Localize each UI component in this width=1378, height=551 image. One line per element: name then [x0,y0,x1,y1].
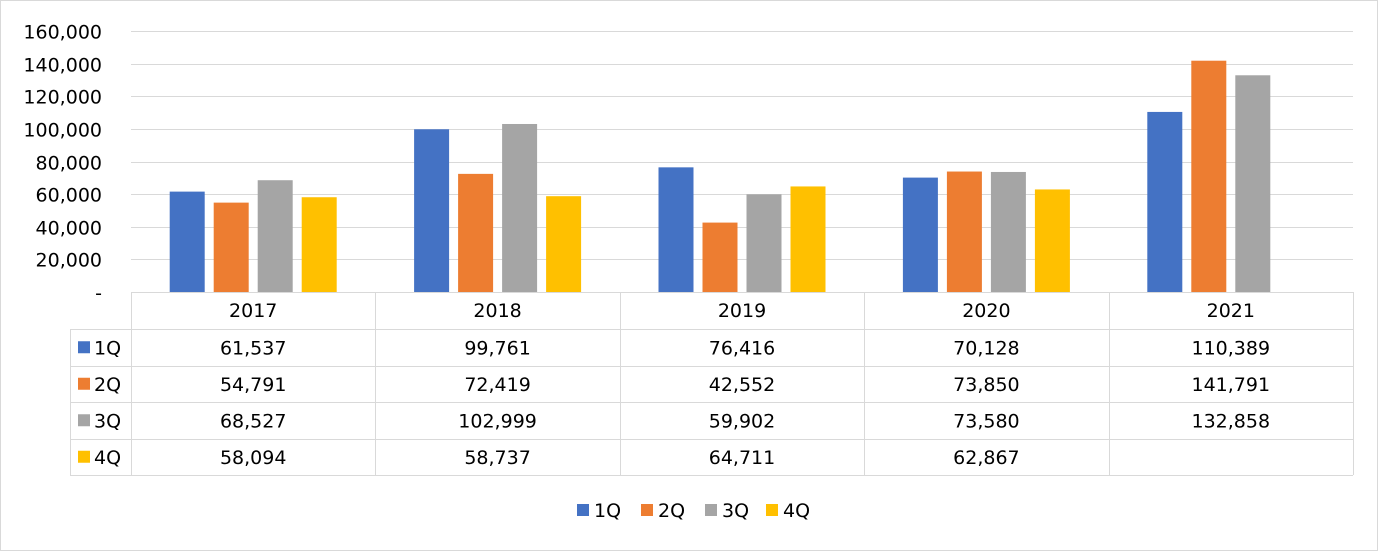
data-label: 132,858 [1192,410,1271,432]
data-label: 99,761 [464,337,530,359]
row-label: 1Q [94,337,121,359]
x-category-label: 2021 [1207,300,1255,322]
legend-swatch-2Q [641,504,653,516]
y-tick-label: 80,000 [36,153,102,175]
data-label: 102,999 [458,410,537,432]
y-tick-label: 20,000 [36,250,102,272]
bar-2Q-2020 [946,171,982,292]
data-label: 73,580 [953,410,1019,432]
data-label: 68,527 [220,410,286,432]
bar-4Q-2017 [301,197,337,292]
x-category-label: 2018 [473,300,521,322]
y-tick-label: 40,000 [36,218,102,240]
legend-swatch-1Q [577,504,589,516]
bar-2Q-2019 [702,222,738,292]
x-category-label: 2017 [229,300,277,322]
legend: 1Q 2Q 3Q 4Q [577,500,810,522]
bar-4Q-2020 [1034,189,1070,292]
y-tick-label: 140,000 [23,55,102,77]
bar-3Q-2019 [746,194,782,292]
bar-3Q-2018 [502,123,538,292]
bar-1Q-2020 [902,177,938,292]
y-tick-label: 160,000 [23,22,102,44]
legend-label: 3Q [722,500,749,522]
row-label: 3Q [94,410,121,432]
row-legend-key [78,377,90,390]
bar-2Q-2021 [1191,60,1227,292]
legend-swatch-3Q [705,504,717,516]
data-label: 59,902 [709,410,775,432]
row-legend-key [78,341,90,354]
bar-1Q-2019 [658,167,694,292]
bar-4Q-2018 [546,196,582,292]
bar-1Q-2017 [169,191,205,292]
row-label: 2Q [94,374,121,396]
bars [169,60,1271,292]
bar-3Q-2017 [257,180,293,292]
y-tick-label: 100,000 [23,120,102,142]
data-label: 110,389 [1192,337,1271,359]
legend-swatch-4Q [766,504,778,516]
bar-3Q-2020 [990,171,1026,292]
bar-4Q-2019 [790,186,826,292]
legend-label: 1Q [594,500,621,522]
y-tick-label: - [95,283,102,305]
x-category-label: 2019 [718,300,766,322]
y-axis-tick-labels: - 20,000 40,000 60,000 80,000 100,000 120,000 1… [23,22,102,305]
row-legend-key [78,450,90,463]
row-label: 4Q [94,447,121,469]
data-label: 42,552 [709,374,775,396]
data-label: 58,094 [220,447,286,469]
x-category-label: 2020 [962,300,1010,322]
bar-2Q-2017 [213,202,249,292]
y-tick-label: 60,000 [36,185,102,207]
data-table: 2017 2018 2019 2020 2021 1Q 61,537 99,761 76,416… [70,292,1354,476]
data-label: 61,537 [220,337,286,359]
data-label: 72,419 [464,374,530,396]
data-label: 58,737 [464,447,530,469]
bar-1Q-2018 [414,129,450,292]
y-tick-label: 120,000 [23,87,102,109]
data-label: 62,867 [953,447,1019,469]
data-label: 76,416 [709,337,775,359]
legend-label: 2Q [658,500,685,522]
bar-3Q-2021 [1235,75,1271,292]
data-label: 54,791 [220,374,286,396]
data-label: 141,791 [1192,374,1271,396]
bar-1Q-2021 [1147,111,1183,292]
legend-label: 4Q [783,500,810,522]
bar-2Q-2018 [458,173,494,292]
data-label: 73,850 [953,374,1019,396]
row-legend-key [78,414,90,427]
data-label: 64,711 [709,447,775,469]
data-label: 70,128 [953,337,1019,359]
